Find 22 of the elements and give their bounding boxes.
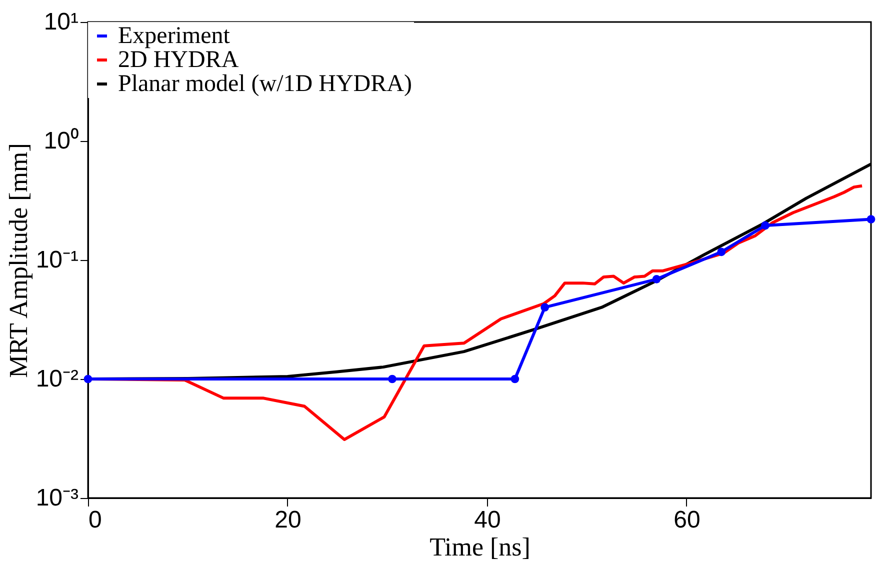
point (388, 374, 396, 384)
legend-label: Planar model (w/1D HYDRA) (118, 71, 412, 97)
x-tick-label: 0 (88, 506, 102, 534)
legend-label: Experiment (118, 23, 230, 49)
point (652, 275, 661, 284)
y-tick-label: 10¹ (44, 8, 79, 36)
x-tick-label: 20 (274, 506, 302, 534)
point (866, 215, 876, 224)
point (510, 374, 520, 384)
y-tick-label: 10⁻³ (36, 484, 79, 512)
point (84, 374, 92, 384)
x-tick-label: 60 (674, 506, 700, 534)
x-axis-title: Time [ns] (430, 532, 530, 562)
legend-label: 2D HYDRA (118, 47, 240, 73)
y-tick-label: 10⁻² (36, 366, 79, 392)
x-tick-label: 40 (474, 506, 501, 534)
point (761, 221, 770, 230)
y-axis-title: MRT Amplitude [mm] (4, 143, 33, 378)
point (717, 248, 726, 256)
y-tick-label: 10⁻¹ (36, 246, 79, 274)
point (540, 303, 550, 312)
y-tick-label: 10⁰ (44, 128, 78, 154)
